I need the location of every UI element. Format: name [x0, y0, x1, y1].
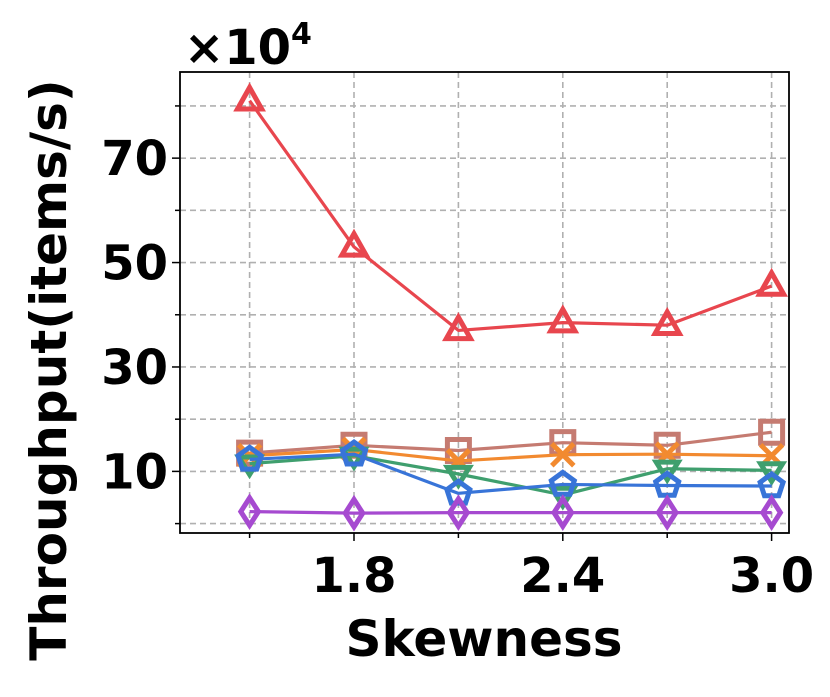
y-tick-label: 50 [101, 236, 168, 292]
plot-frame [179, 71, 790, 534]
diamond-marker [342, 494, 366, 532]
pentagon-marker [235, 444, 265, 472]
series-2 [236, 436, 785, 474]
series-5 [237, 493, 784, 532]
triangle-marker [650, 306, 684, 336]
down-triangle-marker [756, 461, 788, 487]
tick-labels: 1.8 2.4 3.0 10 30 50 70 [101, 131, 814, 604]
pentagon-marker [339, 438, 369, 467]
series-group [233, 82, 788, 532]
down-triangle-marker [547, 485, 579, 511]
series-line [248, 99, 773, 333]
triangle-marker [546, 304, 580, 334]
square-marker [653, 431, 681, 459]
diamond-marker [759, 494, 784, 532]
down-triangle-marker [442, 464, 474, 490]
series-0 [233, 82, 788, 342]
x-tick-label: 1.8 [311, 548, 396, 604]
down-triangle-marker [651, 459, 683, 485]
x-tick-label: 2.4 [520, 548, 605, 604]
y-tick-label: 10 [101, 444, 168, 500]
x-axis-title: Skewness [345, 610, 622, 668]
diamond-marker [446, 494, 471, 532]
diamond-marker [551, 494, 575, 532]
series-line [249, 447, 772, 463]
y-multiplier-base: ×10 [184, 20, 291, 76]
triangle-marker [337, 228, 371, 258]
down-triangle-marker [234, 454, 266, 480]
y-multiplier-exponent: 4 [291, 17, 312, 52]
series-line [249, 509, 772, 515]
square-marker [758, 418, 786, 446]
series-line [249, 430, 772, 455]
y-tick-label: 30 [101, 340, 168, 396]
series-4 [235, 438, 787, 506]
pentagon-marker [548, 469, 578, 497]
x-tick-label: 3.0 [729, 548, 814, 604]
y-axis-title: Throughput(items/s) [20, 79, 78, 661]
x-marker [550, 441, 576, 468]
triangle-marker [755, 267, 788, 297]
triangle-marker [233, 82, 266, 112]
diamond-marker [655, 494, 679, 532]
series-line [249, 454, 772, 497]
y-tick-label: 70 [101, 131, 168, 187]
diamond-marker [237, 493, 262, 530]
grid [180, 72, 789, 533]
triangle-marker [442, 312, 475, 342]
y-multiplier: ×104 [184, 17, 312, 76]
series-line [249, 452, 772, 495]
